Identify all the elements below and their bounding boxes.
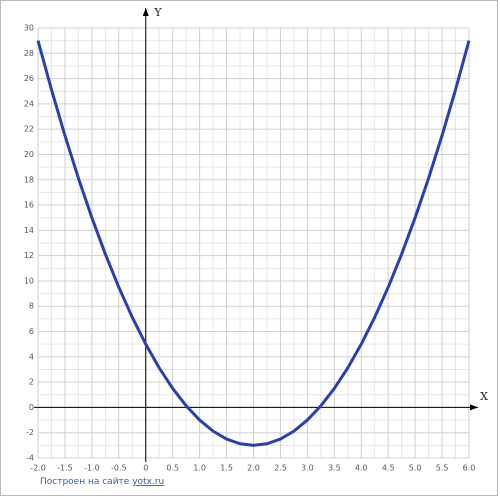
axes xyxy=(34,8,478,462)
y-tick-label: 18 xyxy=(24,175,34,184)
x-tick-label: 3.0 xyxy=(301,464,314,473)
y-tick-label: 24 xyxy=(24,99,34,108)
y-axis-label: Y xyxy=(153,6,162,19)
y-tick-label: 10 xyxy=(24,276,34,285)
x-tick-label: 2.5 xyxy=(274,464,287,473)
y-tick-label: 8 xyxy=(29,302,34,311)
y-tick-label: 16 xyxy=(24,201,34,210)
curve xyxy=(36,40,471,447)
y-tick-label: 2 xyxy=(29,378,34,387)
y-tick-label: 22 xyxy=(24,125,34,134)
x-tick-label: 5.5 xyxy=(436,464,449,473)
y-tick-label: 28 xyxy=(24,49,34,58)
x-tick-label: 3.5 xyxy=(328,464,341,473)
footer-link[interactable]: yotx.ru xyxy=(132,477,164,487)
footer-text: Построен на сайте xyxy=(40,477,130,487)
y-tick-label: 20 xyxy=(24,150,34,159)
y-tick-label: -4 xyxy=(26,454,34,463)
x-tick-label: 2.0 xyxy=(247,464,260,473)
x-tick-label: -0.5 xyxy=(111,464,127,473)
x-tick-label: 5.0 xyxy=(409,464,422,473)
footer: Построен на сайте yotx.ru xyxy=(40,477,164,487)
y-tick-label: -2 xyxy=(26,428,34,437)
x-tick-label: 6.0 xyxy=(463,464,476,473)
x-tick-label: 1.0 xyxy=(193,464,206,473)
x-axis-label: X xyxy=(480,390,488,403)
y-tick-label: 14 xyxy=(24,226,34,235)
x-tick-label: 1.5 xyxy=(220,464,233,473)
x-tick-label: 4.5 xyxy=(382,464,395,473)
x-axis-arrow xyxy=(470,404,478,411)
x-tick-label: 0.5 xyxy=(166,464,179,473)
x-tick-label: 0 xyxy=(143,464,148,473)
y-tick-label: 30 xyxy=(24,24,34,33)
y-tick-label: 6 xyxy=(29,327,34,336)
y-axis-arrow xyxy=(142,8,149,16)
x-tick-label: -1.0 xyxy=(84,464,100,473)
x-tick-label: -1.5 xyxy=(57,464,73,473)
y-tick-label: 26 xyxy=(24,74,34,83)
x-tick-label: 4.0 xyxy=(355,464,368,473)
y-tick-label: 4 xyxy=(29,352,34,361)
x-tick-label: -2.0 xyxy=(30,464,46,473)
y-tick-label: 0 xyxy=(29,403,34,412)
y-tick-label: 12 xyxy=(24,251,34,260)
